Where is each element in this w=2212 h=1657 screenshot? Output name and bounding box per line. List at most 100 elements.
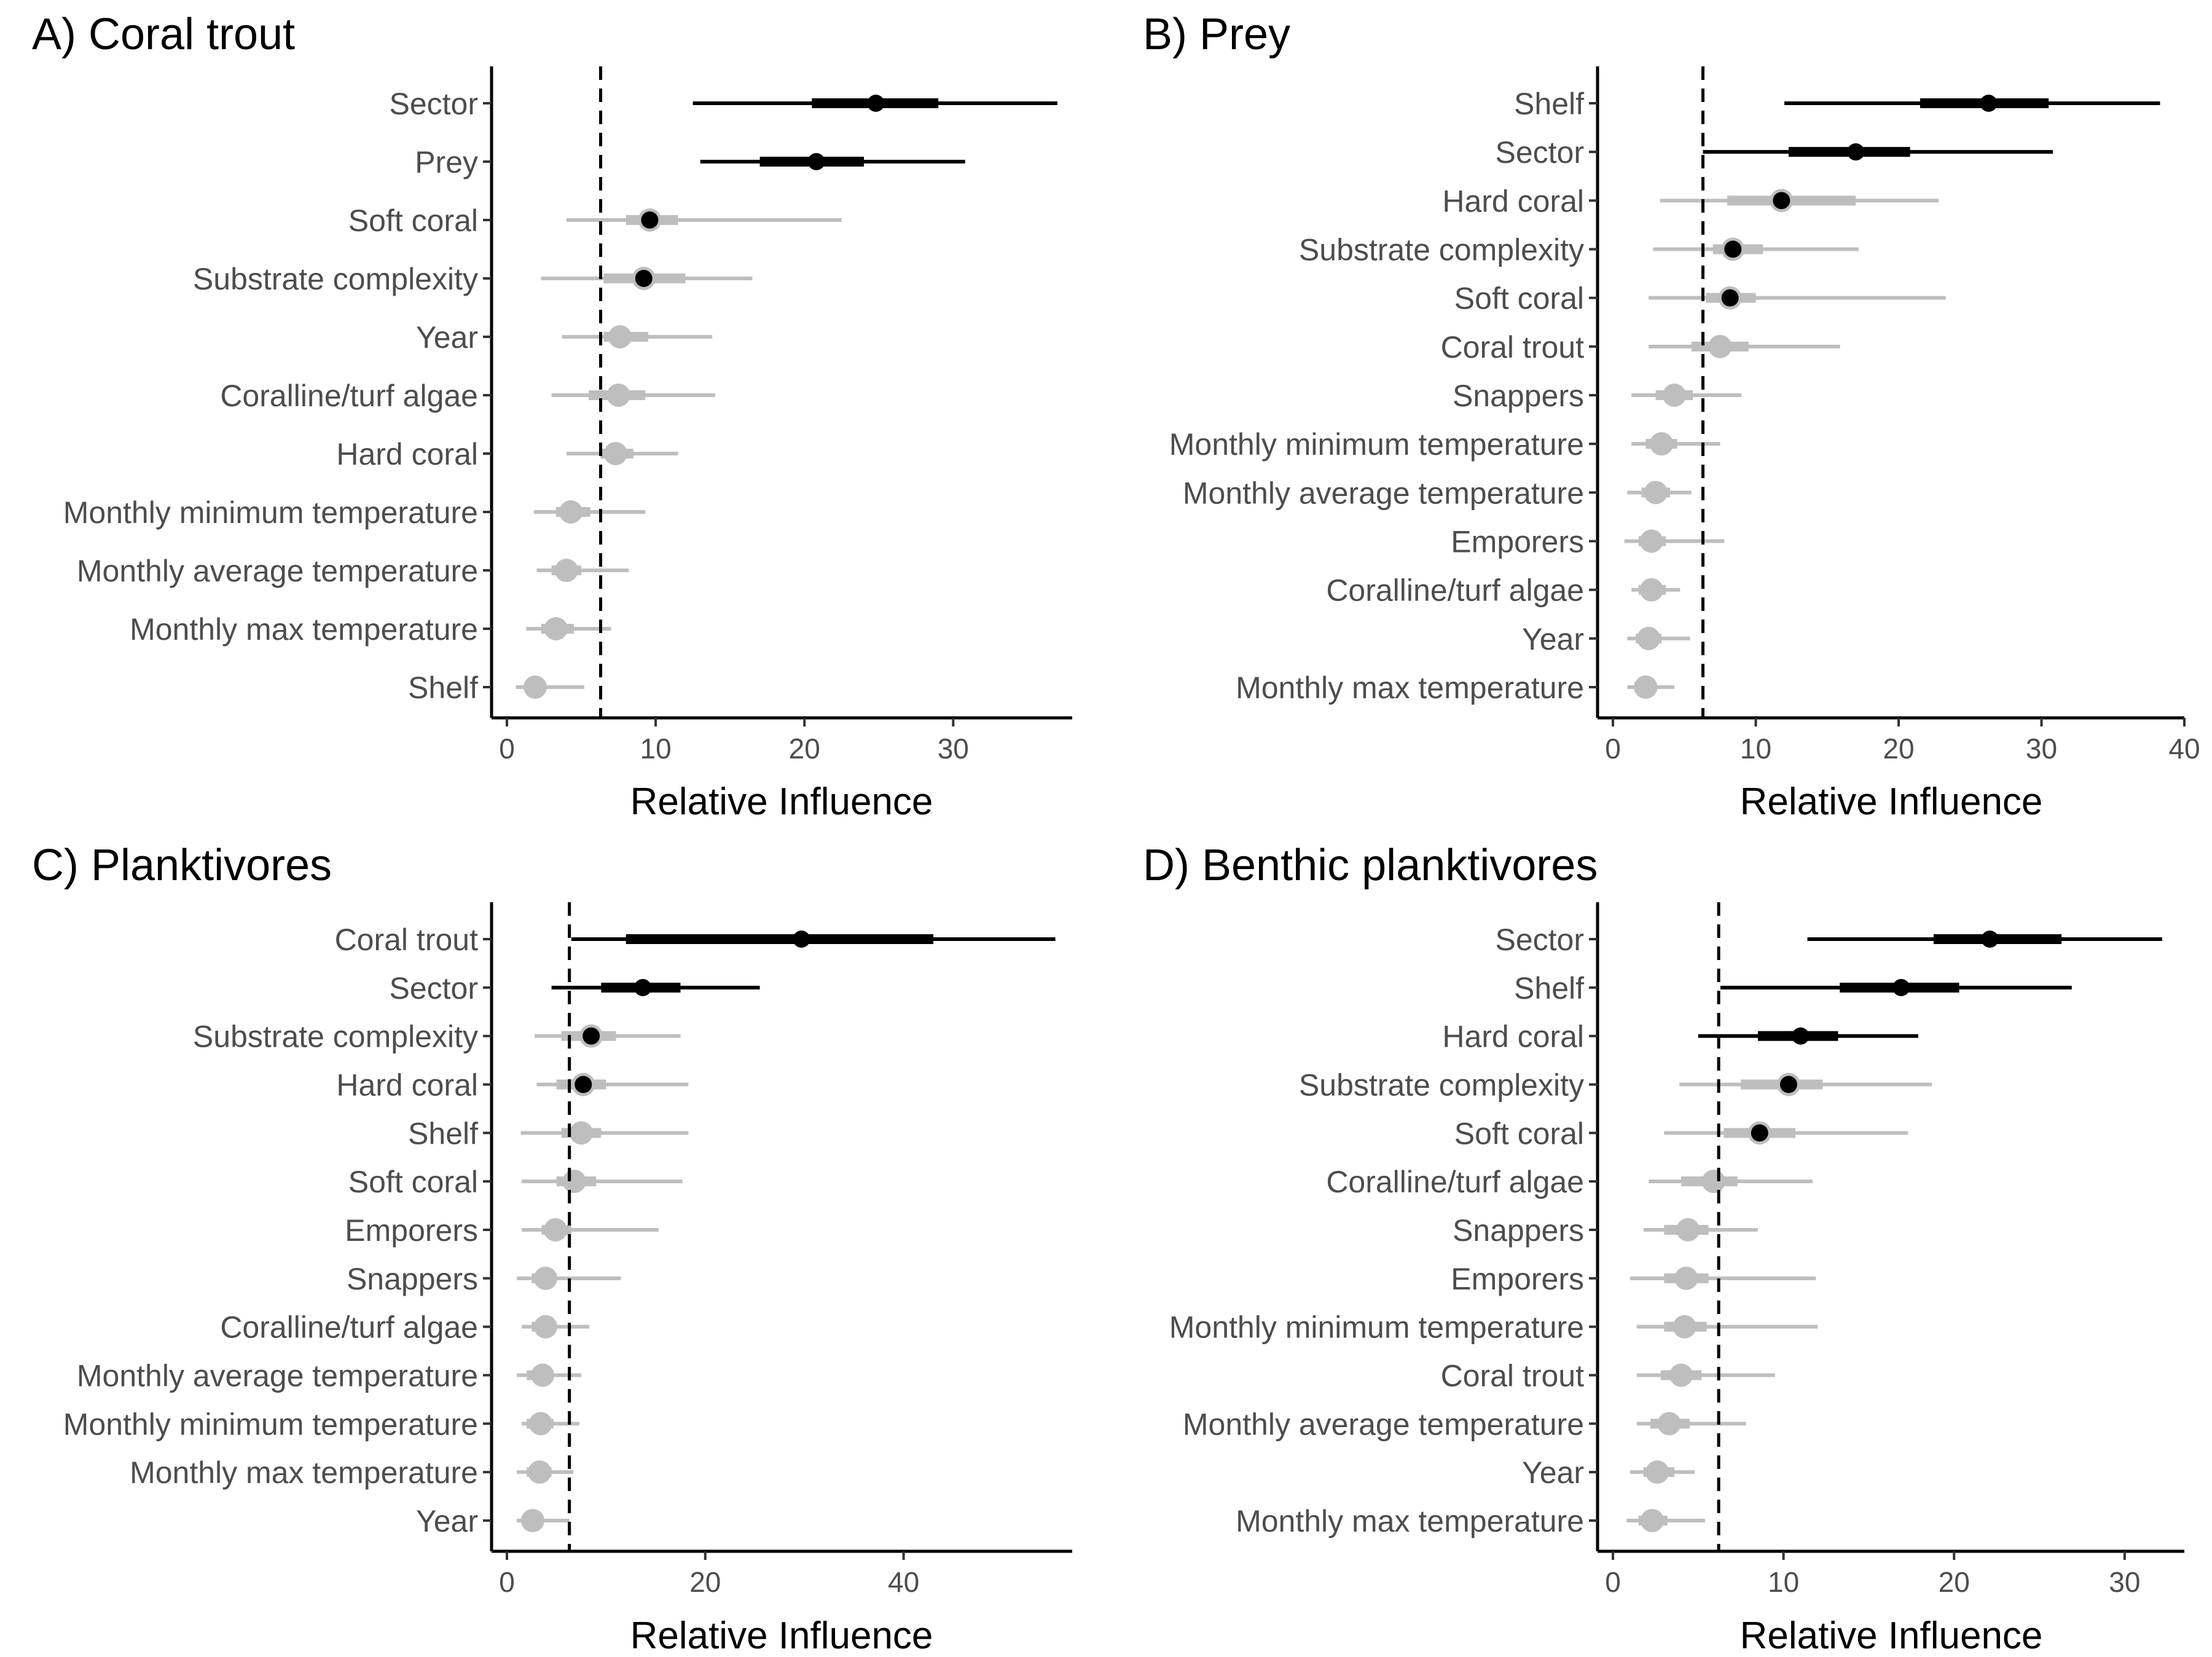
median-point bbox=[634, 978, 652, 996]
x-tick-label: 10 bbox=[640, 733, 672, 765]
variable-label: Sector bbox=[1495, 923, 1584, 957]
variable-label: Year bbox=[416, 1504, 478, 1538]
median-point bbox=[1650, 432, 1674, 456]
variable-label: Monthly average temperature bbox=[77, 554, 478, 588]
panel-b: B) Prey 0 10 20 30 40 Shelf Sector Hard coral Su… bbox=[1143, 10, 2200, 823]
median-point bbox=[641, 211, 659, 229]
median-point bbox=[1639, 529, 1663, 553]
median-point bbox=[1645, 1460, 1669, 1484]
variable-label: Monthly minimum temperature bbox=[63, 495, 478, 530]
median-point bbox=[582, 1027, 600, 1045]
median-point bbox=[1779, 1076, 1797, 1093]
x-tick-label: 30 bbox=[2026, 733, 2057, 765]
median-point bbox=[867, 95, 885, 112]
panel-a-title: A) Coral trout bbox=[32, 10, 295, 59]
variable-label: Monthly average temperature bbox=[1183, 1407, 1584, 1441]
panel-b-title: B) Prey bbox=[1143, 10, 1290, 59]
x-tick-label: 0 bbox=[1605, 733, 1621, 765]
x-tick-label: 20 bbox=[1883, 733, 1914, 765]
variable-label: Shelf bbox=[408, 1116, 478, 1151]
variable-label: Snappers bbox=[1453, 1213, 1584, 1248]
x-tick-label: 0 bbox=[499, 733, 515, 765]
variable-label: Sector bbox=[389, 971, 478, 1006]
median-point bbox=[562, 1170, 586, 1194]
variable-label: Shelf bbox=[408, 671, 478, 705]
median-point bbox=[1673, 1315, 1696, 1339]
panel-a-x-axis-title: Relative Influence bbox=[630, 781, 933, 823]
median-point bbox=[559, 500, 583, 524]
variable-label: Monthly average temperature bbox=[1183, 476, 1584, 510]
median-point bbox=[1639, 578, 1663, 602]
panel-d-plot: 0 10 20 30 Sector Shelf Hard coral Substrate co… bbox=[1169, 902, 2184, 1598]
median-point bbox=[1634, 675, 1658, 699]
variable-label: Coralline/turf algae bbox=[1326, 1165, 1584, 1199]
median-point bbox=[608, 325, 632, 348]
median-point bbox=[1701, 1170, 1725, 1194]
x-tick-label: 10 bbox=[1768, 1566, 1799, 1598]
x-tick-label: 30 bbox=[938, 733, 969, 765]
median-point bbox=[520, 1509, 544, 1532]
variable-label: Coral trout bbox=[335, 923, 479, 957]
variable-label: Substrate complexity bbox=[1299, 1068, 1584, 1103]
median-point bbox=[1676, 1218, 1700, 1242]
median-point bbox=[603, 442, 627, 465]
variable-label: Hard coral bbox=[336, 1068, 478, 1103]
median-point bbox=[570, 1121, 594, 1145]
panel-c: C) Planktivores 0 20 40 Coral trout Sector Su… bbox=[32, 841, 1072, 1657]
median-point bbox=[1657, 1412, 1681, 1436]
median-point bbox=[524, 675, 547, 699]
median-point bbox=[1674, 1266, 1698, 1290]
panel-a: A) Coral trout 0 10 20 30 Sector Prey Soft cor… bbox=[32, 10, 1072, 823]
median-point bbox=[1644, 481, 1668, 505]
variable-label: Snappers bbox=[1453, 379, 1584, 413]
median-point bbox=[533, 1315, 557, 1339]
variable-label: Soft coral bbox=[1454, 1116, 1584, 1151]
variable-label: Hard coral bbox=[1442, 184, 1584, 218]
median-point bbox=[606, 384, 630, 407]
variable-label: Hard coral bbox=[1442, 1020, 1584, 1054]
x-tick-label: 40 bbox=[888, 1566, 919, 1598]
median-point bbox=[635, 270, 653, 287]
variable-label: Soft coral bbox=[348, 1165, 478, 1199]
variable-label: Monthly max temperature bbox=[130, 1455, 478, 1490]
variable-label: Coralline/turf algae bbox=[220, 379, 478, 413]
variable-label: Coral trout bbox=[1441, 1359, 1585, 1393]
median-point bbox=[1792, 1027, 1810, 1045]
variable-label: Shelf bbox=[1514, 87, 1584, 121]
panel-c-x-axis-title: Relative Influence bbox=[630, 1615, 933, 1657]
panel-c-title: C) Planktivores bbox=[32, 841, 332, 890]
variable-label: Year bbox=[1522, 1455, 1584, 1490]
variable-label: Monthly minimum temperature bbox=[1169, 1310, 1584, 1345]
variable-label: Soft coral bbox=[1454, 281, 1584, 316]
median-point bbox=[807, 153, 825, 170]
variable-label: Monthly minimum temperature bbox=[1169, 427, 1584, 462]
variable-label: Emporers bbox=[1451, 525, 1584, 559]
x-tick-label: 40 bbox=[2168, 733, 2200, 765]
panel-d: D) Benthic planktivores 0 10 20 30 Sector She… bbox=[1143, 841, 2184, 1657]
panel-b-plot: 0 10 20 30 40 Shelf Sector Hard coral Substrate … bbox=[1169, 66, 2200, 765]
variable-label: Sector bbox=[389, 87, 478, 121]
median-point bbox=[528, 1460, 552, 1484]
median-point bbox=[528, 1412, 552, 1436]
median-point bbox=[1669, 1363, 1693, 1387]
variable-label: Soft coral bbox=[348, 203, 478, 238]
median-point bbox=[1892, 978, 1910, 996]
median-point bbox=[531, 1363, 555, 1387]
x-tick-label: 0 bbox=[1605, 1566, 1621, 1598]
median-point bbox=[554, 559, 578, 582]
x-tick-label: 20 bbox=[1939, 1566, 1970, 1598]
median-point bbox=[1724, 240, 1742, 258]
variable-label: Monthly max temperature bbox=[130, 612, 478, 647]
variable-label: Shelf bbox=[1514, 971, 1584, 1006]
variable-label: Prey bbox=[415, 145, 478, 179]
variable-label: Year bbox=[1522, 622, 1584, 656]
median-point bbox=[793, 931, 810, 948]
median-point bbox=[544, 1218, 568, 1242]
variable-label: Year bbox=[416, 320, 478, 355]
panel-c-plot: 0 20 40 Coral trout Sector Substrate complexi… bbox=[63, 902, 1072, 1598]
median-point bbox=[1847, 143, 1865, 161]
variable-label: Emporers bbox=[1451, 1262, 1584, 1296]
variable-label: Hard coral bbox=[336, 437, 478, 471]
x-tick-label: 10 bbox=[1740, 733, 1771, 765]
